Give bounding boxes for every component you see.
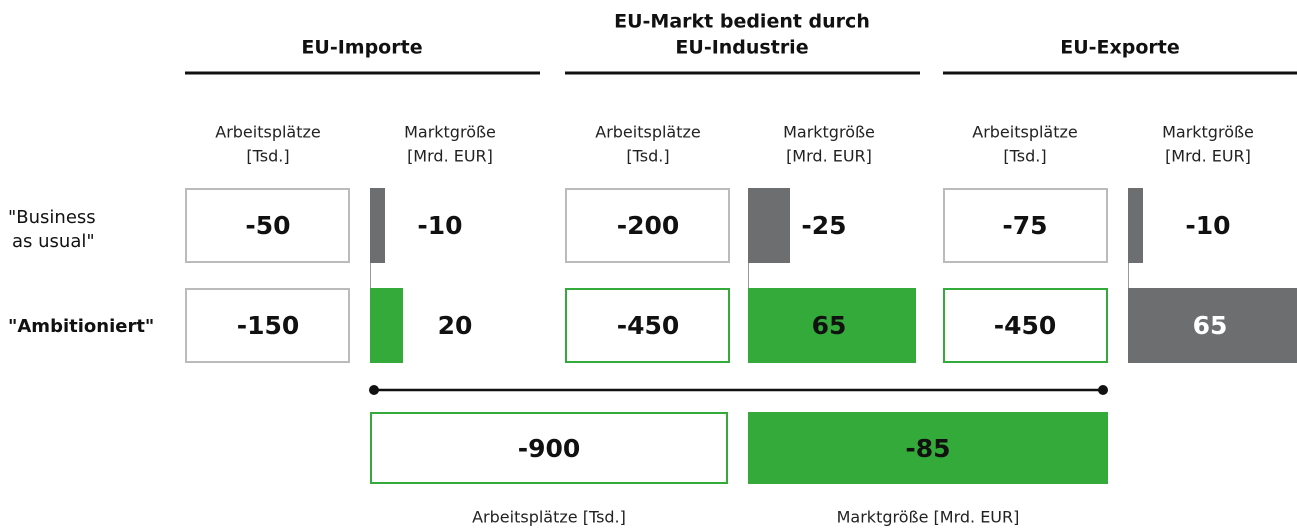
- column-header: [Mrd. EUR]: [1165, 147, 1251, 166]
- total-value: -85: [905, 434, 950, 463]
- box: [943, 188, 1108, 263]
- column-header: Marktgröße: [1162, 123, 1254, 142]
- column-header: [Mrd. EUR]: [407, 147, 493, 166]
- bar: [1128, 288, 1297, 363]
- group-title: EU-Markt bedient durch: [614, 11, 870, 33]
- value: -450: [617, 311, 680, 340]
- total-value: -900: [518, 434, 581, 463]
- value: -200: [617, 211, 680, 240]
- column-header: Arbeitsplätze: [215, 123, 321, 142]
- box: [370, 412, 728, 484]
- row-label: "Ambitioniert": [8, 316, 154, 337]
- value: -450: [994, 311, 1057, 340]
- bar: [1128, 188, 1143, 263]
- connector-dot: [1098, 385, 1108, 395]
- connector-dot: [369, 385, 379, 395]
- bar: [748, 412, 1108, 484]
- value: -10: [417, 211, 462, 240]
- group-title: EU-Industrie: [675, 37, 808, 59]
- value: 20: [438, 311, 473, 340]
- column-header: [Mrd. EUR]: [786, 147, 872, 166]
- value: 65: [1193, 311, 1228, 340]
- value: -150: [237, 311, 300, 340]
- column-header: [Tsd.]: [246, 147, 289, 166]
- group-title: EU-Importe: [301, 37, 422, 59]
- value: -75: [1002, 211, 1047, 240]
- column-headers: Arbeitsplätze [Tsd.] Marktgröße [Mrd. EUR] A…: [215, 123, 1254, 166]
- box: [565, 288, 730, 363]
- value: -50: [245, 211, 290, 240]
- column-header: Marktgröße: [404, 123, 496, 142]
- box: [943, 288, 1108, 363]
- column-header: [Tsd.]: [1003, 147, 1046, 166]
- box: [565, 188, 730, 263]
- bar: [748, 188, 790, 263]
- column-header: Arbeitsplätze: [595, 123, 701, 142]
- bar: [370, 188, 385, 263]
- column-header: Arbeitsplätze: [972, 123, 1078, 142]
- total-label: Arbeitsplätze [Tsd.]: [472, 508, 626, 527]
- value: -10: [1185, 211, 1230, 240]
- group-title: EU-Exporte: [1060, 37, 1180, 59]
- value: 65: [812, 311, 847, 340]
- row-labels: "Business as usual" "Ambitioniert": [8, 207, 154, 337]
- bar: [748, 288, 916, 363]
- row-label: as usual": [12, 231, 95, 252]
- totals: -900 -85 Arbeitsplätze [Tsd.] Marktgröße…: [369, 385, 1108, 527]
- group-headers: EU-Importe EU-Markt bedient durch EU-Ind…: [185, 11, 1297, 75]
- column-header: Marktgröße: [783, 123, 875, 142]
- column-header: [Tsd.]: [626, 147, 669, 166]
- bar: [370, 288, 403, 363]
- box: [185, 188, 350, 263]
- row-label: "Business: [8, 207, 96, 228]
- value: -25: [801, 211, 846, 240]
- box: [185, 288, 350, 363]
- cells: -50 -10 -200 -25 -75 -10 -150 20 -450 65…: [185, 188, 1297, 363]
- total-label: Marktgröße [Mrd. EUR]: [837, 508, 1020, 527]
